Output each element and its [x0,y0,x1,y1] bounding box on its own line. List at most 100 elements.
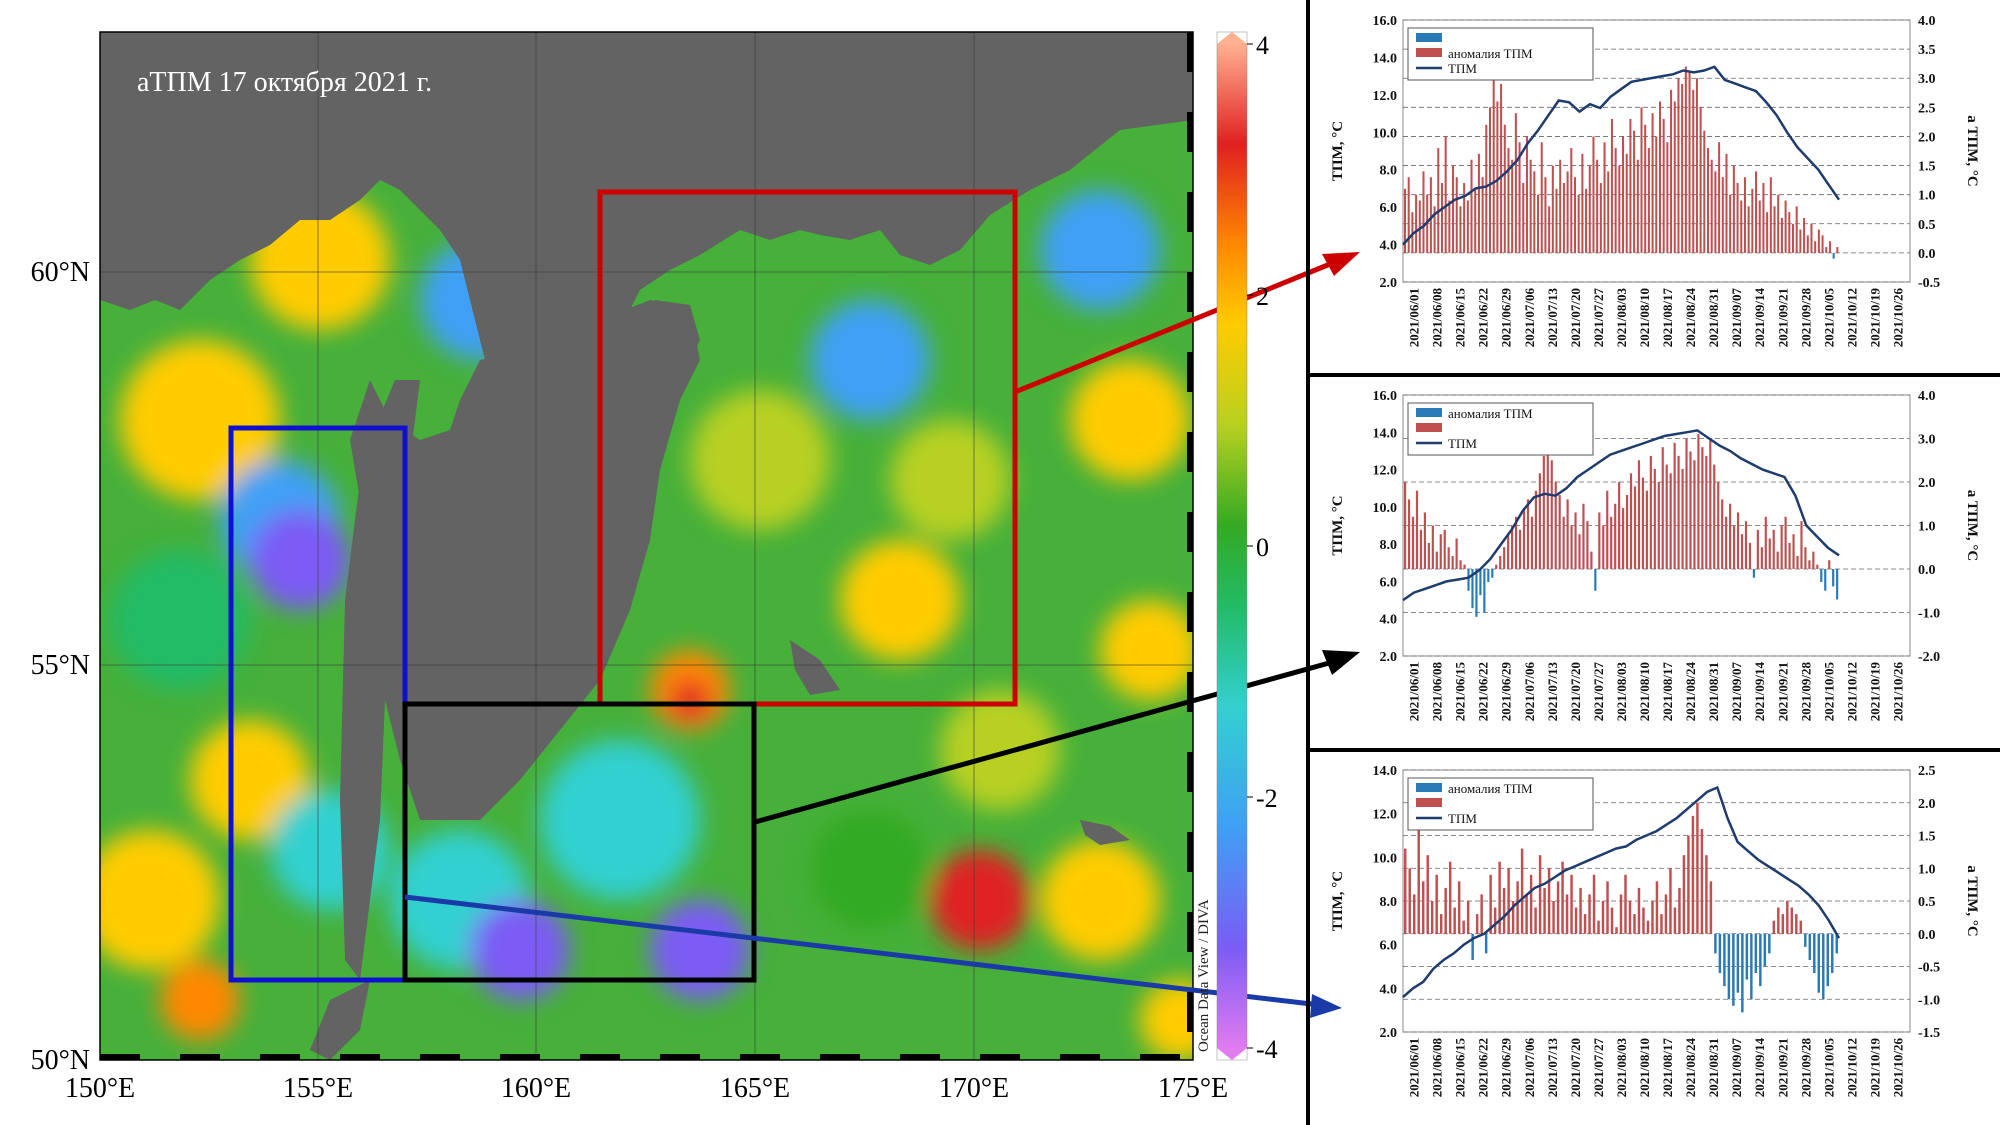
anomaly-blob [810,300,930,420]
anomaly-bar [1443,529,1446,569]
x-tick-label: 2021/09/14 [1752,1038,1767,1098]
x-tick-label: 2021/06/15 [1453,662,1468,722]
anomaly-bar [1435,874,1438,934]
anomaly-bar [1772,920,1776,934]
chart-top: 16.0 14.0 12.0 10.0 8.0 6.0 4.0 2.0 4.0 3.5 3.0 2.5… [1330,14,1980,347]
x-tick-label: 2021/08/24 [1683,662,1698,722]
anomaly-bar [1760,547,1763,569]
anomaly-bar [1790,907,1794,934]
anomaly-bar [1511,159,1514,253]
anomaly-bar [1678,887,1681,934]
anomaly-bar [1637,887,1641,934]
anomaly-bar [1799,920,1803,934]
x-tick-label: 2021/09/07 [1729,1038,1744,1098]
left-tick-label: 12.0 [1373,808,1398,823]
anomaly-bar [1451,555,1454,569]
x-tick-label: 2021/06/29 [1499,1038,1514,1098]
left-tick-label: 8.0 [1380,538,1398,553]
x-tick-label: 2021/08/10 [1637,1038,1652,1097]
anomaly-bar [1459,206,1462,253]
anomaly-bar [1710,159,1713,253]
anomaly-bar [1766,212,1769,253]
x-tick-label: 2021/09/21 [1775,1038,1790,1097]
anomaly-bar [1800,521,1803,569]
right-tick-label: 4.0 [1918,389,1936,404]
anomaly-bar [1588,894,1591,934]
anomaly-bar [1822,933,1825,1000]
anomaly-bar [1714,933,1717,954]
anomaly-bar [1828,560,1831,569]
anomaly-bar [1685,438,1688,569]
x-tick-label: 2021/07/06 [1522,1038,1537,1098]
anomaly-bar [1439,534,1442,569]
anomaly-bar [1695,78,1698,253]
anomaly-bar [1511,901,1515,934]
anomaly-bar [1641,477,1645,569]
anomaly-blob [840,540,960,660]
right-tick-label: 2.0 [1918,476,1936,491]
anomaly-bar [1768,933,1771,954]
x-tick-label: 2021/06/08 [1430,662,1445,722]
anomaly-bar [1692,89,1695,253]
anomaly-bar [1633,914,1636,934]
anomaly-bar [1777,194,1780,253]
anomaly-bar [1706,148,1710,253]
anomaly-bar [1677,455,1680,569]
anomaly-bar [1808,933,1812,960]
anomaly-bar [1741,933,1744,1013]
lat-tick-label: 50°N [31,1045,90,1076]
anomaly-bar [1462,920,1465,934]
anomaly-bar [1752,569,1755,578]
anomaly-bar [1651,113,1654,253]
anomaly-bar [1745,933,1749,980]
right-tick-label: 1.0 [1918,862,1936,877]
anomaly-bar [1556,881,1560,934]
anomaly-bar [1670,89,1673,253]
anomaly-bar [1570,148,1573,253]
anomaly-bar [1463,564,1466,569]
anomaly-bar [1610,118,1613,253]
left-tick-label: 4.0 [1380,239,1398,254]
right-tick-label: 2.0 [1918,130,1936,145]
left-tick-label: 12.0 [1373,89,1398,104]
anomaly-bar [1552,901,1555,934]
lon-tick-label: 165°E [720,1073,790,1104]
anomaly-blob [810,810,930,930]
anomaly-bar [1570,525,1573,569]
anomaly-bar [1769,177,1772,253]
anomaly-bar [1804,933,1807,947]
watermark: Ocean Data View / DIVA [1196,899,1212,1052]
anomaly-bar [1812,551,1815,569]
anomaly-bar [1633,486,1637,569]
sst-line [1402,429,1840,602]
right-tick-label: -1.0 [1918,993,1940,1008]
anomaly-bar [1808,560,1811,569]
anomaly-bar [1534,907,1537,934]
right-tick-label: 3.0 [1918,72,1936,87]
anomaly-bar [1713,464,1716,569]
legend: аномалия ТПМ ТПМ [1407,402,1594,456]
anomaly-bar [1703,130,1706,253]
lon-tick-labels: 150°E 155°E 160°E 165°E 170°E 175°E [65,1073,1228,1104]
x-tick-label: 2021/07/27 [1591,662,1606,722]
anomaly-bar [1466,200,1469,253]
lon-tick-label: 160°E [501,1073,571,1104]
legend-label: аномалия ТПМ [1448,406,1533,421]
anomaly-bar [1786,901,1789,934]
anomaly-bar [1792,534,1795,569]
anomaly-blob [250,510,350,610]
anomaly-blob [1040,190,1160,310]
anomaly-bar [1709,881,1713,934]
anomaly-bar [1721,499,1724,569]
anomaly-bar [1727,933,1731,1000]
right-tick-label: 0.0 [1918,247,1936,262]
anomaly-bar [1817,933,1821,993]
x-tick-label: 2021/10/12 [1844,1038,1859,1097]
anomaly-bar [1607,171,1610,253]
anomaly-bar [1615,927,1618,934]
anomaly-bar [1534,490,1537,569]
anomaly-bar [1781,914,1785,934]
anomaly-bar [1673,442,1676,569]
anomaly-bar [1697,434,1700,569]
anomaly-bar [1533,171,1536,253]
